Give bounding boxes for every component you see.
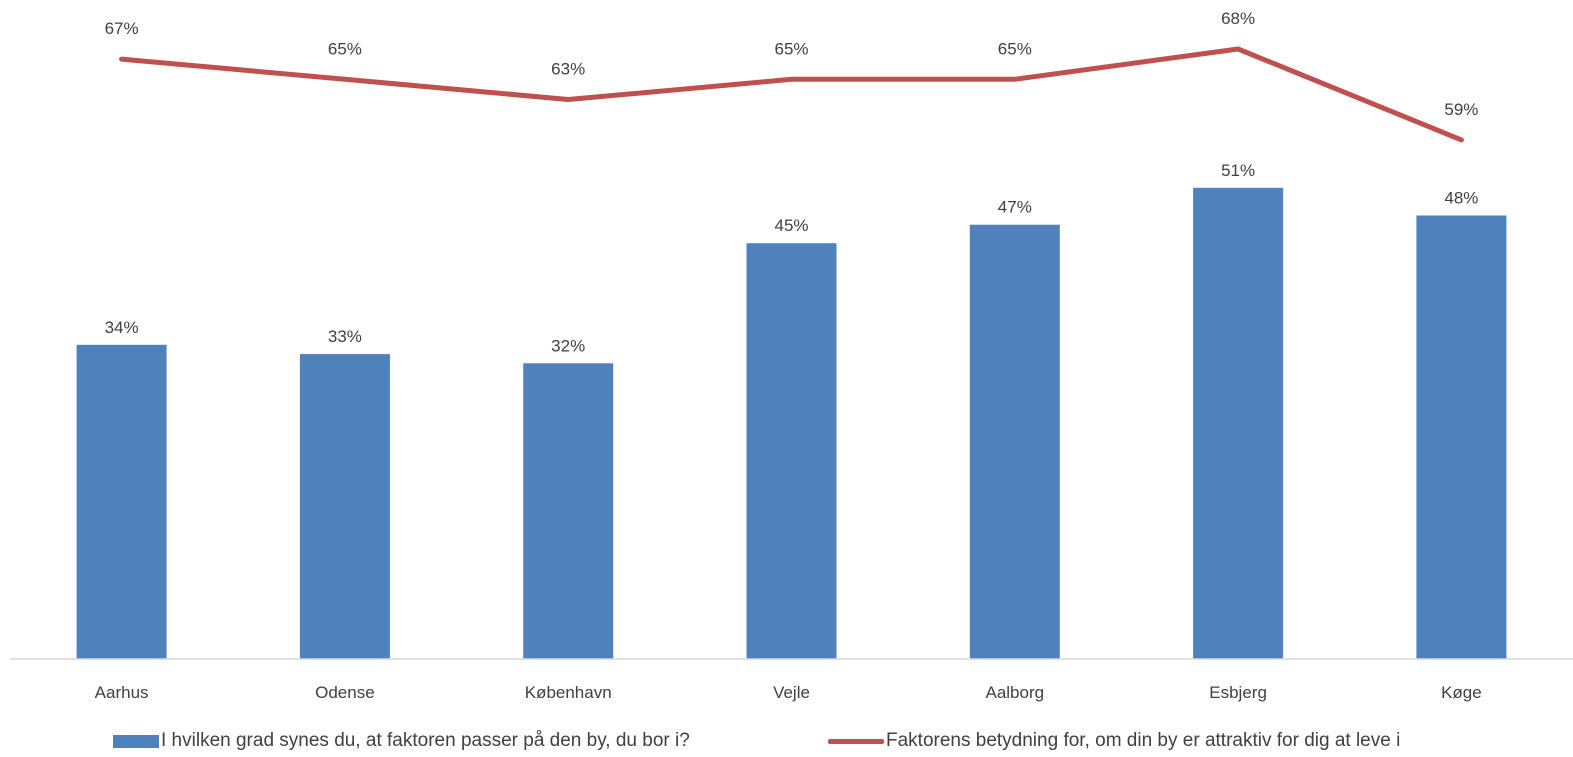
line-data-label: 67% [105,19,139,38]
line-data-label: 68% [1221,9,1255,28]
legend-swatch-line [828,738,884,744]
category-label: Vejle [773,683,810,702]
bar-københavn [523,363,614,659]
line-data-label: 65% [774,39,808,58]
legend-swatch-bar [113,734,159,748]
bar-data-label: 48% [1444,189,1478,208]
bar-esbjerg [1193,187,1284,660]
bar-vejle [746,243,837,659]
line-data-label: 59% [1444,100,1478,119]
legend-item-bar: I hvilken grad synes du, at faktoren pas… [113,730,690,752]
bar-data-label: 33% [328,327,362,346]
category-label: Køge [1441,683,1482,702]
legend-label-bar: I hvilken grad synes du, at faktoren pas… [161,730,690,751]
legend-item-line: Faktorens betydning for, om din by er at… [828,730,1400,752]
line-data-label: 63% [551,60,585,79]
bar-data-label: 45% [774,216,808,235]
category-label: København [525,683,612,702]
category-label: Aarhus [95,683,149,702]
bar-aalborg [969,224,1060,659]
line-data-label: 65% [328,39,362,58]
bar-series [76,187,1507,660]
legend-label-line: Faktorens betydning for, om din by er at… [886,730,1401,751]
category-labels: Aarhus Odense København Vejle Aalborg Esbjerg… [95,683,1482,702]
bar-data-label: 34% [105,318,139,337]
bar-odense [299,354,390,659]
line-series [119,46,1464,143]
bar-data-label: 32% [551,336,585,355]
combo-chart: 34% 33% 32% 45% 47% 51% 48% 67% 65% 63% 65% 65% 68%… [10,9,1573,702]
bar-data-label: 51% [1221,161,1255,180]
line-data-labels: 67% 65% 63% 65% 65% 68% 59% [105,9,1479,119]
bar-aarhus [76,344,167,659]
line-data-label: 65% [998,39,1032,58]
category-label: Odense [315,683,375,702]
category-label: Esbjerg [1209,683,1267,702]
category-label: Aalborg [985,683,1044,702]
bar-data-label: 47% [998,198,1032,217]
legend: I hvilken grad synes du, at faktoren pas… [0,728,1573,757]
bar-data-labels: 34% 33% 32% 45% 47% 51% 48% [105,161,1479,355]
bar-køge [1416,215,1507,659]
